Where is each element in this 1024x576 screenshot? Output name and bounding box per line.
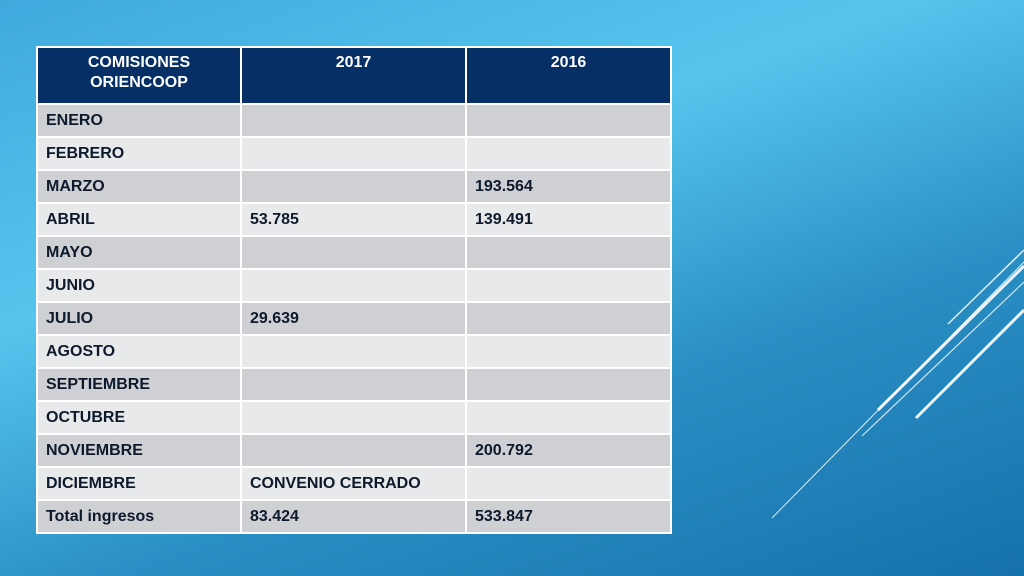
- value-2017-cell: [240, 136, 467, 171]
- value-2016-cell: [465, 268, 672, 303]
- month-cell: MAYO: [36, 235, 242, 270]
- table-row: JUNIO: [36, 268, 672, 303]
- value-2017-cell: 53.785: [240, 202, 467, 237]
- value-2016-cell: 200.792: [465, 433, 672, 468]
- table-header-row: COMISIONES ORIENCOOP 2017 2016: [36, 46, 672, 105]
- table-row: NOVIEMBRE 200.792: [36, 433, 672, 468]
- month-cell: OCTUBRE: [36, 400, 242, 435]
- table-row: AGOSTO: [36, 334, 672, 369]
- month-cell: SEPTIEMBRE: [36, 367, 242, 402]
- table-row: DICIEMBRE CONVENIO CERRADO: [36, 466, 672, 501]
- value-2017-cell: [240, 103, 467, 138]
- value-2017-cell: CONVENIO CERRADO: [240, 466, 467, 501]
- commissions-table: COMISIONES ORIENCOOP 2017 2016 ENERO FEB…: [36, 46, 672, 534]
- total-2017: 83.424: [240, 499, 467, 534]
- value-2017-cell: [240, 400, 467, 435]
- value-2016-cell: 193.564: [465, 169, 672, 204]
- month-cell: AGOSTO: [36, 334, 242, 369]
- value-2017-cell: [240, 235, 467, 270]
- value-2016-cell: 139.491: [465, 202, 672, 237]
- value-2017-cell: [240, 169, 467, 204]
- header-2017: 2017: [240, 46, 467, 105]
- table-row: ENERO: [36, 103, 672, 138]
- table-row: SEPTIEMBRE: [36, 367, 672, 402]
- value-2016-cell: [465, 103, 672, 138]
- month-cell: JUNIO: [36, 268, 242, 303]
- month-cell: ENERO: [36, 103, 242, 138]
- table-row: MAYO: [36, 235, 672, 270]
- table-row: MARZO 193.564: [36, 169, 672, 204]
- value-2016-cell: [465, 400, 672, 435]
- month-cell: MARZO: [36, 169, 242, 204]
- month-cell: FEBRERO: [36, 136, 242, 171]
- value-2016-cell: [465, 334, 672, 369]
- value-2017-cell: [240, 433, 467, 468]
- value-2017-cell: [240, 268, 467, 303]
- table-row: FEBRERO: [36, 136, 672, 171]
- value-2016-cell: [465, 367, 672, 402]
- table-row: OCTUBRE: [36, 400, 672, 435]
- total-2016: 533.847: [465, 499, 672, 534]
- header-commissions: COMISIONES ORIENCOOP: [36, 46, 242, 105]
- month-cell: DICIEMBRE: [36, 466, 242, 501]
- value-2017-cell: [240, 334, 467, 369]
- value-2016-cell: [465, 466, 672, 501]
- table-row: JULIO 29.639: [36, 301, 672, 336]
- total-row: Total ingresos 83.424 533.847: [36, 499, 672, 534]
- value-2017-cell: 29.639: [240, 301, 467, 336]
- value-2017-cell: [240, 367, 467, 402]
- month-cell: NOVIEMBRE: [36, 433, 242, 468]
- value-2016-cell: [465, 235, 672, 270]
- table-row: ABRIL 53.785 139.491: [36, 202, 672, 237]
- header-2016: 2016: [465, 46, 672, 105]
- month-cell: JULIO: [36, 301, 242, 336]
- month-cell: ABRIL: [36, 202, 242, 237]
- value-2016-cell: [465, 301, 672, 336]
- value-2016-cell: [465, 136, 672, 171]
- total-label: Total ingresos: [36, 499, 242, 534]
